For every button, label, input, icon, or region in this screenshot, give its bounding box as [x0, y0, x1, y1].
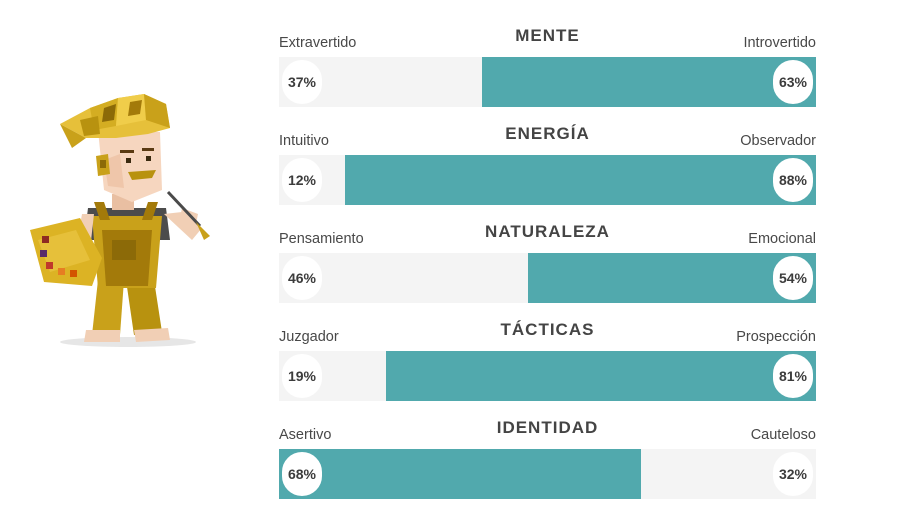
- trait-right-label: Prospección: [736, 329, 816, 345]
- trait-left-label: Pensamiento: [279, 231, 364, 247]
- trait-right-percent: 32%: [770, 449, 816, 499]
- trait-right-label: Cauteloso: [750, 427, 816, 443]
- trait-title: IDENTIDAD: [496, 418, 599, 437]
- trait-bar: 46% 54%: [279, 253, 816, 303]
- trait-left-percent: 12%: [279, 155, 325, 205]
- trait-right-percent: 54%: [770, 253, 816, 303]
- virtuoso-painter-avatar-icon: [20, 90, 220, 355]
- trait-left-label: Intuitivo: [279, 133, 329, 149]
- trait-nature: NATURALEZA Pensamiento Emocional 46% 54%: [279, 196, 816, 303]
- trait-identity: IDENTIDAD Asertivo Cauteloso 68% 32%: [279, 392, 816, 499]
- trait-bar: 68% 32%: [279, 449, 816, 499]
- trait-right-label: Observador: [740, 133, 816, 149]
- trait-energy: ENERGÍA Intuitivo Observador 12% 88%: [279, 98, 816, 205]
- trait-bar-fill: [345, 155, 816, 205]
- trait-tactics: TÁCTICAS Juzgador Prospección 19% 81%: [279, 294, 816, 401]
- trait-title: TÁCTICAS: [500, 320, 595, 339]
- trait-bar-fill: [482, 57, 816, 107]
- trait-bar: 19% 81%: [279, 351, 816, 401]
- trait-bar-fill: [386, 351, 816, 401]
- trait-left-label: Asertivo: [279, 427, 332, 443]
- trait-right-percent: 88%: [770, 155, 816, 205]
- trait-right-label: Introvertido: [743, 35, 816, 51]
- trait-right-label: Emocional: [748, 231, 816, 247]
- trait-left-percent: 68%: [279, 449, 325, 499]
- trait-left-percent: 19%: [279, 351, 325, 401]
- trait-mind: MENTE Extravertido Introvertido 37% 63%: [279, 0, 816, 107]
- trait-right-percent: 81%: [770, 351, 816, 401]
- trait-title: ENERGÍA: [505, 124, 590, 143]
- trait-title: NATURALEZA: [485, 222, 610, 241]
- trait-title: MENTE: [515, 26, 580, 45]
- trait-left-percent: 37%: [279, 57, 325, 107]
- trait-left-percent: 46%: [279, 253, 325, 303]
- trait-bar: 37% 63%: [279, 57, 816, 107]
- trait-bar-fill: [528, 253, 816, 303]
- trait-right-percent: 63%: [770, 57, 816, 107]
- trait-left-label: Juzgador: [279, 329, 339, 345]
- trait-bar-fill: [279, 449, 641, 499]
- trait-bar: 12% 88%: [279, 155, 816, 205]
- trait-left-label: Extravertido: [279, 35, 357, 51]
